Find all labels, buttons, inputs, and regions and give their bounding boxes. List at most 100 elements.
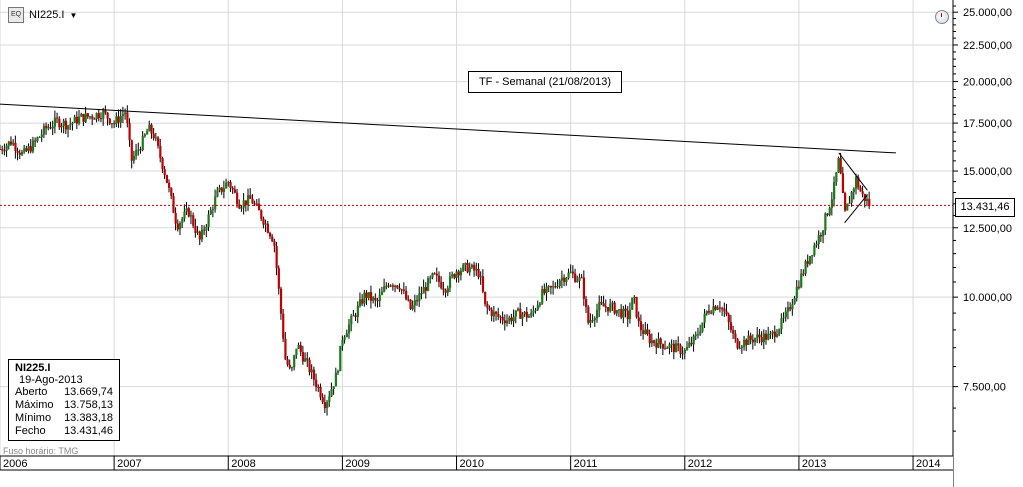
candle-body: [196, 231, 199, 233]
candle-body: [433, 273, 436, 275]
candle-body: [519, 308, 522, 319]
candle-body: [310, 369, 313, 373]
candle-body: [431, 273, 434, 278]
last-price-label: 13.431,46: [955, 198, 1015, 217]
candle-body: [688, 342, 691, 347]
candle-body: [567, 272, 570, 279]
candle-body: [556, 286, 559, 288]
timezone-note: Fuso horário: TMG: [3, 446, 79, 456]
candle-body: [685, 346, 689, 350]
candle-body: [225, 182, 228, 189]
candle-body: [552, 286, 555, 288]
candle-body: [604, 306, 607, 308]
candle-body: [591, 320, 594, 322]
candle-body: [97, 113, 100, 119]
candle-body: [139, 149, 142, 151]
candle-body: [185, 208, 188, 212]
candle-body: [150, 124, 153, 134]
candle-body: [861, 191, 864, 194]
candle-body: [683, 349, 686, 354]
candle-body: [165, 174, 169, 183]
candle-body: [718, 307, 722, 309]
candle-body: [418, 293, 421, 302]
candle-body: [141, 136, 144, 151]
candle-body: [157, 137, 160, 146]
candle-body: [451, 274, 454, 277]
x-axis-band: [0, 456, 953, 487]
candle-body: [521, 314, 524, 319]
candle-body: [108, 118, 111, 124]
candle-body: [835, 172, 838, 183]
candle-body: [170, 188, 173, 196]
chevron-down-icon[interactable]: ▼: [69, 10, 78, 20]
candle-body: [738, 347, 741, 349]
candle-body: [786, 307, 790, 312]
candle-body: [578, 277, 581, 281]
candle-body: [82, 114, 85, 122]
candle-body: [716, 307, 719, 310]
candle-body: [773, 331, 776, 337]
candle-body: [538, 303, 542, 306]
candle-body: [659, 338, 662, 345]
candle-body: [736, 338, 739, 349]
candle-body: [189, 215, 193, 217]
candle-body: [330, 389, 333, 397]
candle-body: [16, 151, 19, 153]
candle-body: [308, 359, 311, 373]
info-value: 13.669,74: [64, 386, 113, 398]
candle-body: [88, 116, 92, 118]
candle-body: [468, 267, 471, 273]
candle-body: [754, 338, 757, 343]
chart-type-icon[interactable]: EQ: [8, 7, 24, 23]
candle-body: [429, 277, 432, 279]
candle-body: [457, 271, 460, 276]
candle-body: [1, 149, 4, 151]
candle-body: [560, 277, 564, 281]
candle-body: [312, 369, 316, 380]
info-row: Mínimo 13.383,18: [15, 412, 113, 425]
candle-body: [383, 286, 386, 292]
candle-body: [394, 285, 397, 287]
info-symbol: NI225.I: [15, 362, 51, 374]
clock-icon[interactable]: [935, 10, 949, 24]
candle-body: [347, 324, 351, 334]
candle-body: [211, 209, 215, 211]
candle-body: [181, 218, 184, 224]
candle-body: [534, 309, 537, 311]
candle-body: [178, 223, 182, 230]
candle-body: [775, 334, 779, 337]
candle-body: [168, 182, 171, 189]
symbol-selector[interactable]: EQ NI225.I ▼: [8, 6, 77, 24]
candle-body: [844, 193, 847, 211]
candle-body: [7, 141, 10, 146]
candle-body: [705, 310, 708, 314]
candle-body: [262, 218, 265, 225]
candle-body: [343, 337, 346, 340]
y-tick-label: 25.000,00: [963, 7, 1012, 19]
candle-body: [416, 300, 419, 302]
candle-body: [0, 149, 2, 151]
candle-body: [422, 287, 425, 294]
candle-body: [304, 358, 307, 362]
candle-body: [503, 320, 507, 324]
candle-body: [20, 151, 24, 155]
candle-body: [635, 296, 638, 318]
candle-body: [631, 297, 634, 310]
candle-body: [789, 307, 792, 310]
candle-body: [36, 137, 39, 142]
candle-body: [800, 273, 803, 288]
candle-body: [857, 177, 860, 188]
candle-body: [128, 123, 131, 141]
candle-body: [694, 334, 697, 336]
candle-body: [841, 173, 845, 194]
candle-body: [681, 353, 684, 355]
candle-body: [727, 314, 730, 323]
candle-body: [822, 230, 825, 237]
candle-body: [865, 198, 869, 201]
candle-body: [71, 122, 74, 125]
candle-body: [595, 310, 599, 319]
y-tick-label: 17.500,00: [963, 118, 1012, 130]
candle-body: [75, 116, 79, 124]
candle-body: [420, 293, 423, 295]
